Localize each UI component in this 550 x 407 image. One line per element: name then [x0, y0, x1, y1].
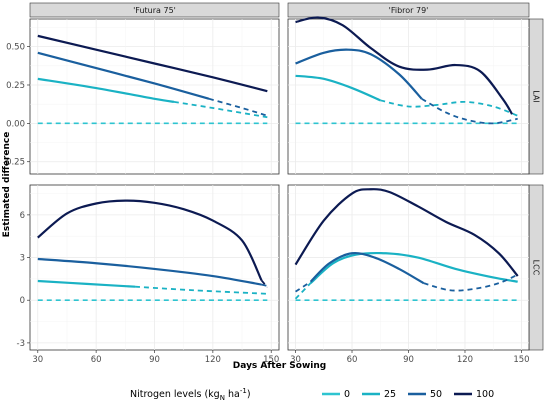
column-strip-label: 'Fibror 79' — [389, 6, 429, 15]
row-strip-label: LAI — [532, 90, 541, 102]
series-line-25 — [37, 279, 136, 288]
column-strip — [29, 2, 280, 18]
legend: Nitrogen levels (kgN ha-1) 0 25 50 100 — [130, 387, 494, 402]
x-tick-label: 30 — [290, 355, 301, 365]
series-line-100 — [37, 34, 268, 93]
y-tick-label: 3 — [20, 254, 25, 264]
series-line-50 — [295, 48, 423, 100]
series-line-50-dashed — [421, 98, 518, 125]
series-line-25 — [309, 251, 518, 284]
panel — [29, 18, 280, 175]
legend-label-0: 0 — [344, 389, 350, 400]
x-tick-label: 60 — [347, 355, 358, 365]
series-line-25-dashed — [134, 285, 268, 295]
series-line-50-dashed — [295, 280, 312, 293]
series-line-100 — [294, 188, 519, 277]
column-strip-label: 'Futura 75' — [133, 6, 176, 15]
legend-label-50: 50 — [430, 389, 442, 400]
series-line-100-dashed — [260, 279, 269, 288]
series-line-100 — [295, 16, 514, 115]
x-tick-label: 150 — [513, 355, 529, 365]
x-tick-label: 150 — [263, 355, 279, 365]
series-line-50-dashed — [261, 283, 268, 287]
legend-title-superscript: -1 — [240, 387, 247, 395]
series-line-50 — [37, 257, 262, 286]
series-line-50 — [37, 51, 210, 100]
y-tick-label: 0.50 — [6, 43, 25, 53]
legend-title-close: ) — [247, 389, 251, 400]
x-tick-label: 120 — [205, 355, 221, 365]
series-line-100 — [37, 199, 263, 281]
y-tick-label: 0.25 — [6, 81, 25, 91]
column-strip — [287, 2, 530, 18]
panel — [29, 184, 280, 351]
series-line-50 — [309, 251, 425, 285]
y-axis-title: Estimated difference — [2, 132, 12, 238]
panel — [287, 16, 530, 175]
x-tick-label: 60 — [91, 355, 102, 365]
series-line-50-dashed — [208, 97, 268, 117]
legend-label-25: 25 — [384, 389, 396, 400]
y-tick-label: 0 — [20, 296, 25, 306]
x-tick-label: 90 — [403, 355, 414, 365]
y-tick-label: 6 — [20, 211, 25, 221]
x-tick-label: 120 — [457, 355, 473, 365]
series-line-50-dashed — [423, 273, 519, 292]
series-line-25 — [37, 77, 175, 103]
y-tick-label: 0.00 — [6, 119, 25, 129]
row-strip-label: LCC — [532, 260, 541, 276]
x-tick-label: 30 — [32, 355, 43, 365]
series-line-25-dashed — [294, 282, 312, 300]
legend-label-100: 100 — [476, 389, 494, 400]
y-tick-label: -0.25 — [3, 158, 25, 168]
series-line-25-dashed — [173, 100, 268, 119]
legend-title: Nitrogen levels (kgN ha-1) — [130, 387, 251, 402]
legend-title-subscript: N — [220, 394, 225, 402]
legend-title-unit: ha — [225, 389, 240, 400]
panel — [287, 184, 530, 351]
y-tick-label: -3 — [17, 339, 25, 349]
series-line-25 — [295, 74, 381, 102]
x-axis-title: Days After Sowing — [233, 361, 326, 371]
x-tick-label: 90 — [149, 355, 160, 365]
legend-title-main: Nitrogen levels (kg — [130, 389, 220, 400]
